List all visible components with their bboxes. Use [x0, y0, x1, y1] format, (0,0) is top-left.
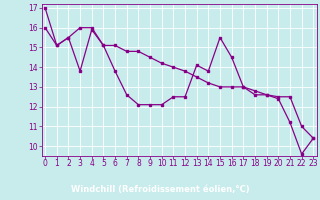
Text: Windchill (Refroidissement éolien,°C): Windchill (Refroidissement éolien,°C) — [71, 185, 249, 194]
